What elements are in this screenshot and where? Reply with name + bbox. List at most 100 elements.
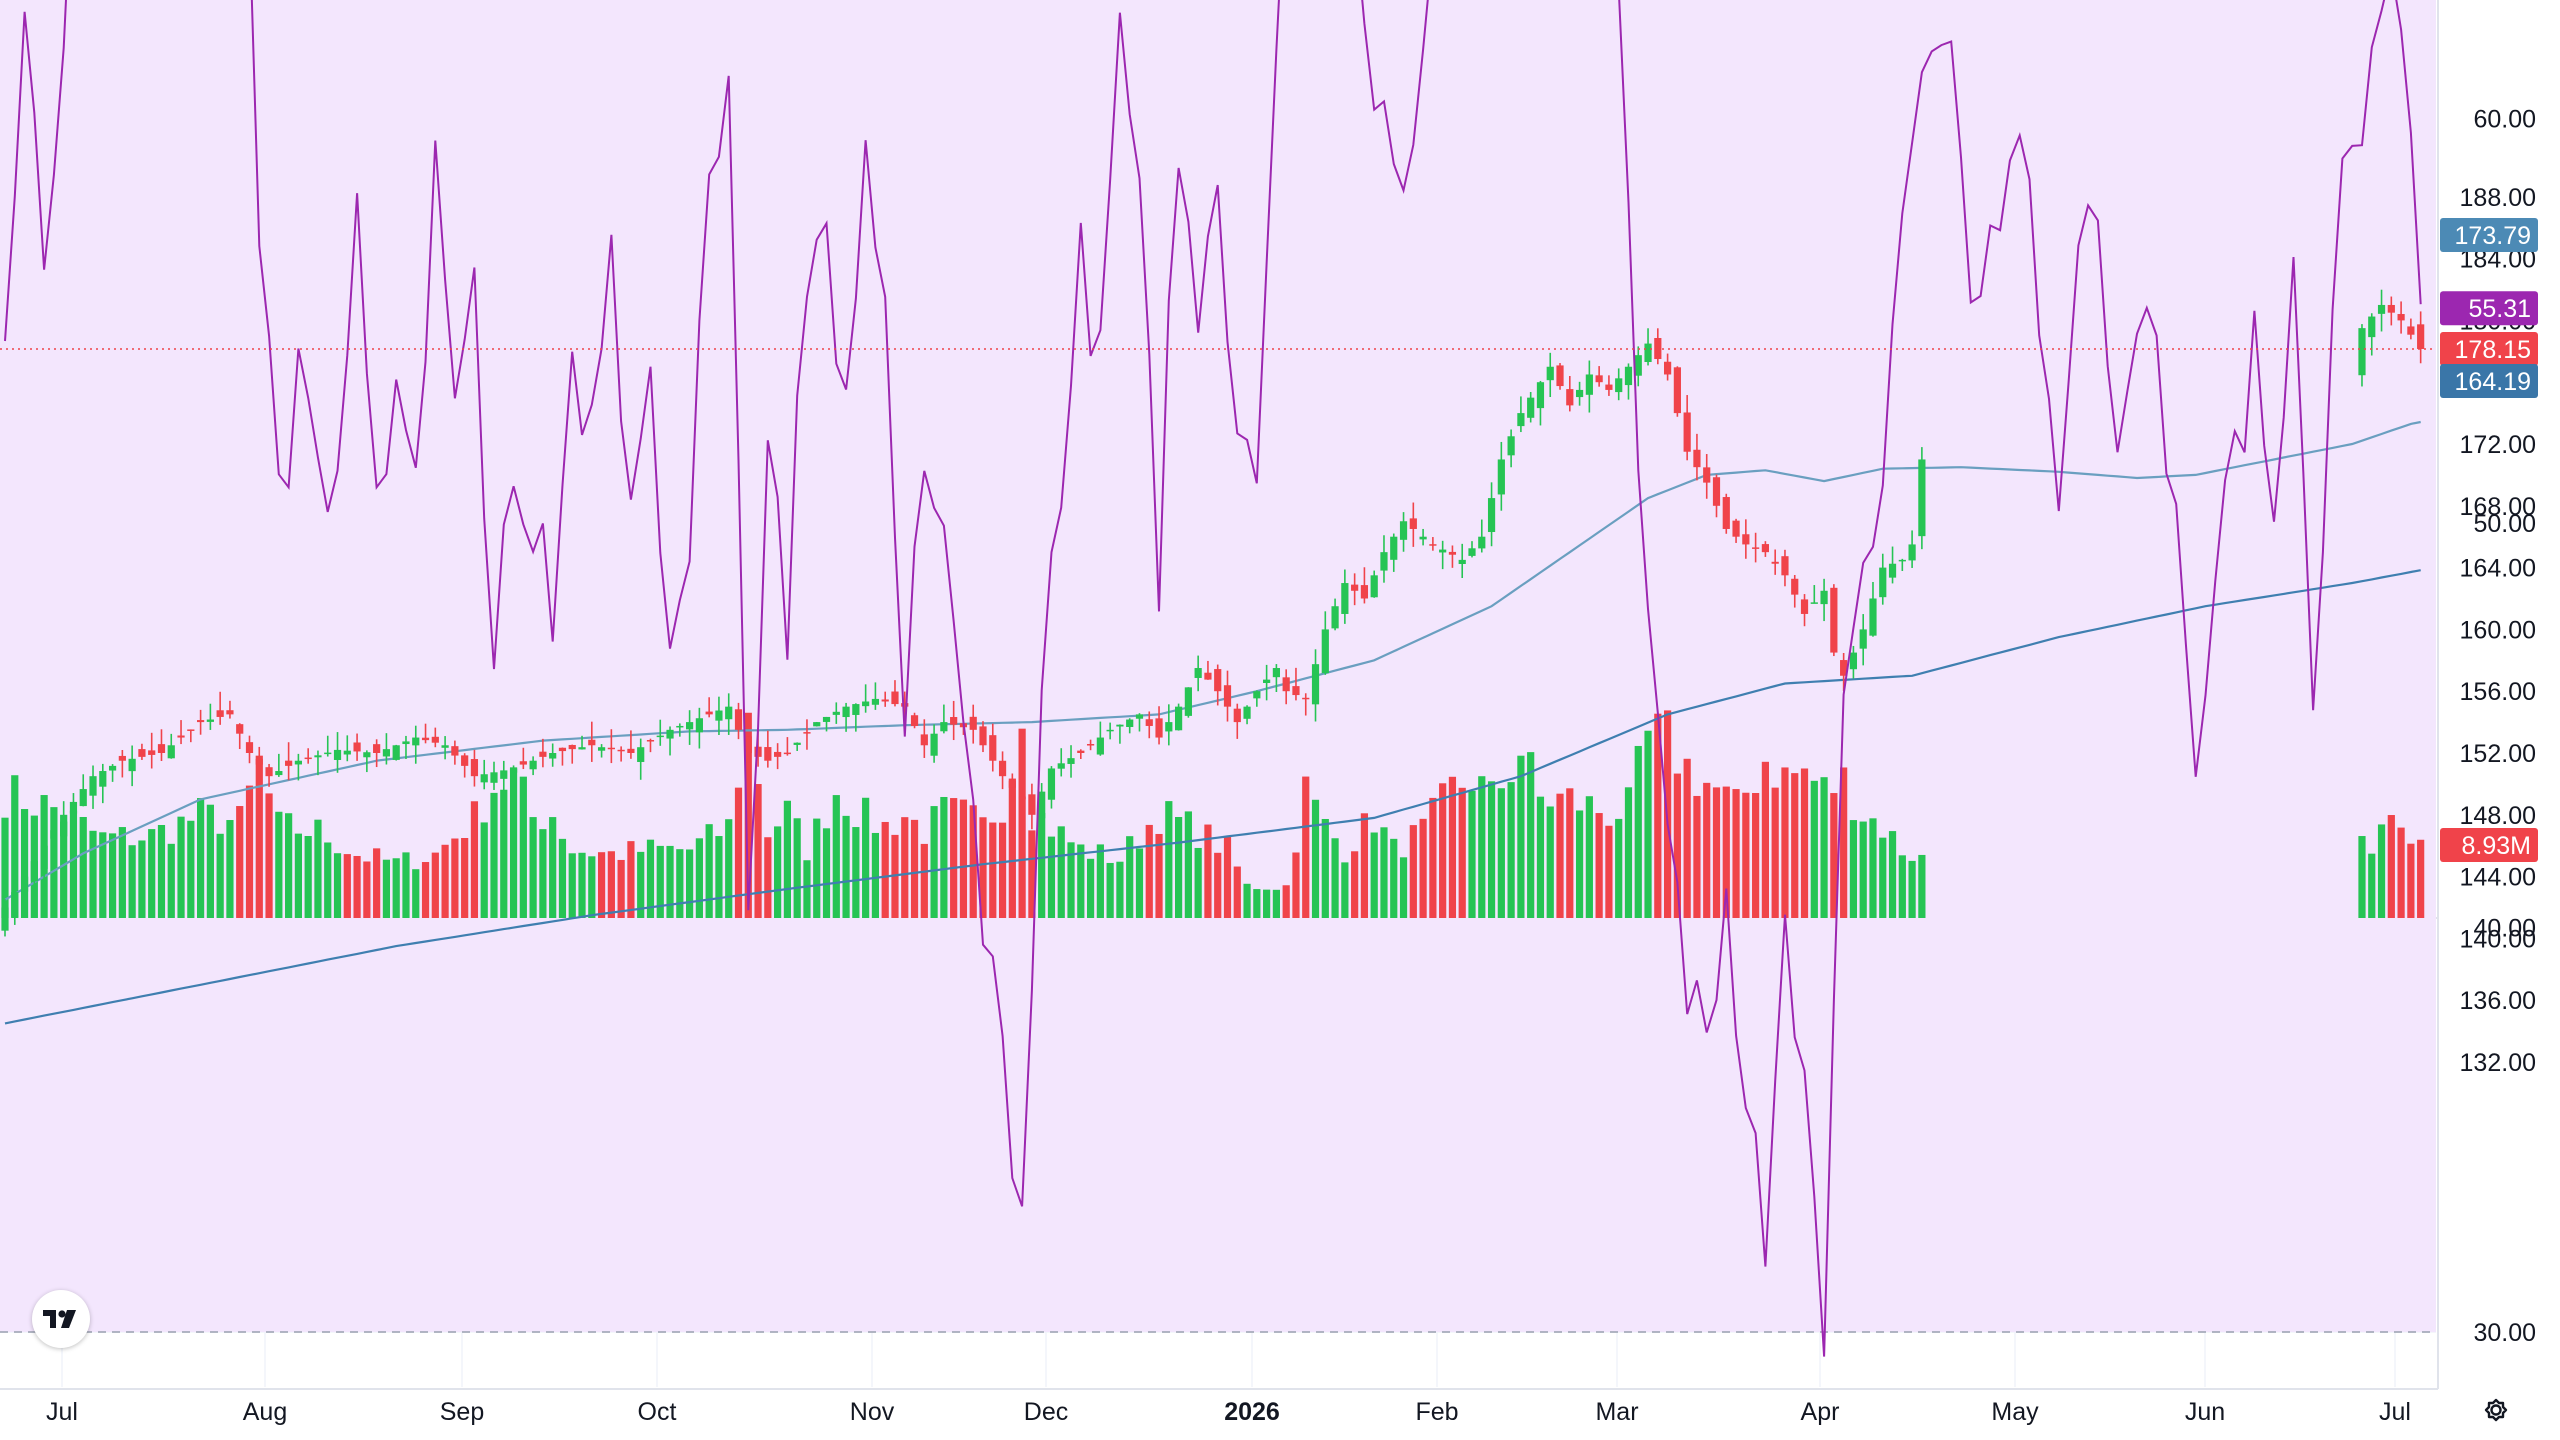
- volume-bar: [1468, 790, 1476, 918]
- volume-bar: [11, 775, 19, 918]
- volume-bar: [294, 833, 302, 918]
- volume-bar: [1888, 831, 1897, 918]
- candle-body: [363, 752, 371, 758]
- candle-body: [1497, 459, 1505, 495]
- candle-body: [1360, 585, 1369, 599]
- ma-fast-badge: [2440, 218, 2538, 252]
- candle-body: [373, 744, 381, 753]
- volume-bar: [959, 799, 968, 918]
- candle-body: [157, 744, 166, 753]
- volume-bar: [373, 848, 381, 918]
- volume-bar: [226, 820, 234, 918]
- candle-body: [627, 748, 635, 753]
- candle-body: [275, 771, 283, 776]
- rsi-badge: [2440, 291, 2538, 326]
- candle-body: [813, 722, 821, 727]
- moving-averages: [4, 420, 2421, 1025]
- volume-bar: [1644, 730, 1652, 918]
- candle-body: [421, 737, 430, 741]
- volume-bar: [695, 838, 703, 918]
- candle-body: [1585, 374, 1593, 395]
- candle-body: [431, 736, 439, 743]
- candle-body: [197, 720, 205, 723]
- candle-body: [1126, 719, 1134, 728]
- candle-body: [89, 776, 97, 796]
- volume-bar: [89, 830, 97, 918]
- gear-icon[interactable]: [2478, 1392, 2514, 1428]
- candle-body: [1282, 677, 1290, 692]
- candle-body: [529, 760, 537, 770]
- candle-body: [412, 737, 420, 746]
- candle-body: [1869, 598, 1877, 636]
- candle-body: [216, 710, 224, 717]
- candle-body: [441, 745, 449, 748]
- volume-bar: [470, 801, 479, 918]
- volume-bar: [1008, 778, 1016, 918]
- candle-body: [1810, 602, 1818, 604]
- volume-bar: [1126, 836, 1134, 918]
- candle-body: [79, 789, 87, 807]
- volume-bar: [793, 818, 801, 918]
- volume-bar: [989, 822, 997, 918]
- tradingview-logo[interactable]: [32, 1290, 90, 1348]
- volume-bar: [1077, 844, 1085, 918]
- candle-body: [1321, 629, 1329, 674]
- volume-bar: [1752, 792, 1760, 918]
- candle-body: [705, 711, 713, 715]
- volume-bar: [2387, 815, 2395, 918]
- volume-bar: [705, 824, 713, 918]
- candle-body: [1664, 361, 1672, 375]
- volume-bar: [1810, 780, 1818, 918]
- volume-badge: [2440, 828, 2538, 862]
- volume-bar: [1106, 862, 1114, 918]
- price-tick-label: 152.00: [2460, 740, 2536, 768]
- volume-bar: [216, 833, 224, 918]
- candle-body: [1155, 718, 1163, 738]
- volume-bar: [1761, 761, 1769, 918]
- candle-body: [2407, 326, 2415, 335]
- time-tick-label: Jul: [2379, 1398, 2411, 1426]
- volume-bar: [519, 776, 527, 918]
- price-tick-label: 136.00: [2460, 987, 2536, 1015]
- candle-body: [1908, 544, 1916, 561]
- candle-body: [99, 771, 107, 787]
- candle-body: [1771, 561, 1779, 564]
- volume-bar: [2417, 839, 2425, 918]
- candle-body: [1722, 497, 1730, 529]
- candle-body: [1595, 375, 1603, 383]
- candle-body: [1028, 794, 1036, 815]
- volume-bar: [451, 838, 459, 918]
- volume-bar: [324, 842, 332, 918]
- candle-body: [1175, 706, 1183, 731]
- volume-bar: [1448, 776, 1457, 918]
- candle-body: [637, 747, 645, 762]
- candle-body: [832, 711, 840, 715]
- volume-bar: [1370, 832, 1378, 918]
- candle-body: [1752, 547, 1760, 549]
- candle-body: [1106, 729, 1114, 732]
- volume-bar: [813, 818, 821, 918]
- volume-bar: [1038, 812, 1046, 918]
- candle-body: [1263, 679, 1271, 684]
- candle-body: [402, 741, 410, 745]
- time-tick-label: Apr: [1801, 1398, 1840, 1426]
- candle-body: [490, 772, 498, 783]
- candle-body: [382, 749, 391, 757]
- candle-body: [715, 710, 723, 721]
- volume-bar: [1360, 813, 1369, 918]
- volume-label: 8.93M: [2462, 832, 2531, 860]
- volume-bar: [2397, 827, 2405, 918]
- volume-bar: [1830, 793, 1838, 918]
- candle-body: [774, 751, 782, 757]
- candle-body: [480, 774, 488, 783]
- volume-bar: [998, 822, 1007, 918]
- candle-body: [148, 750, 156, 755]
- candle-body: [451, 746, 459, 756]
- candle-body: [1272, 668, 1280, 678]
- volume-bar: [1165, 801, 1173, 918]
- candle-body: [1732, 520, 1740, 537]
- last-price-label: 178.15: [2455, 336, 2531, 364]
- volume-bar: [1908, 860, 1916, 918]
